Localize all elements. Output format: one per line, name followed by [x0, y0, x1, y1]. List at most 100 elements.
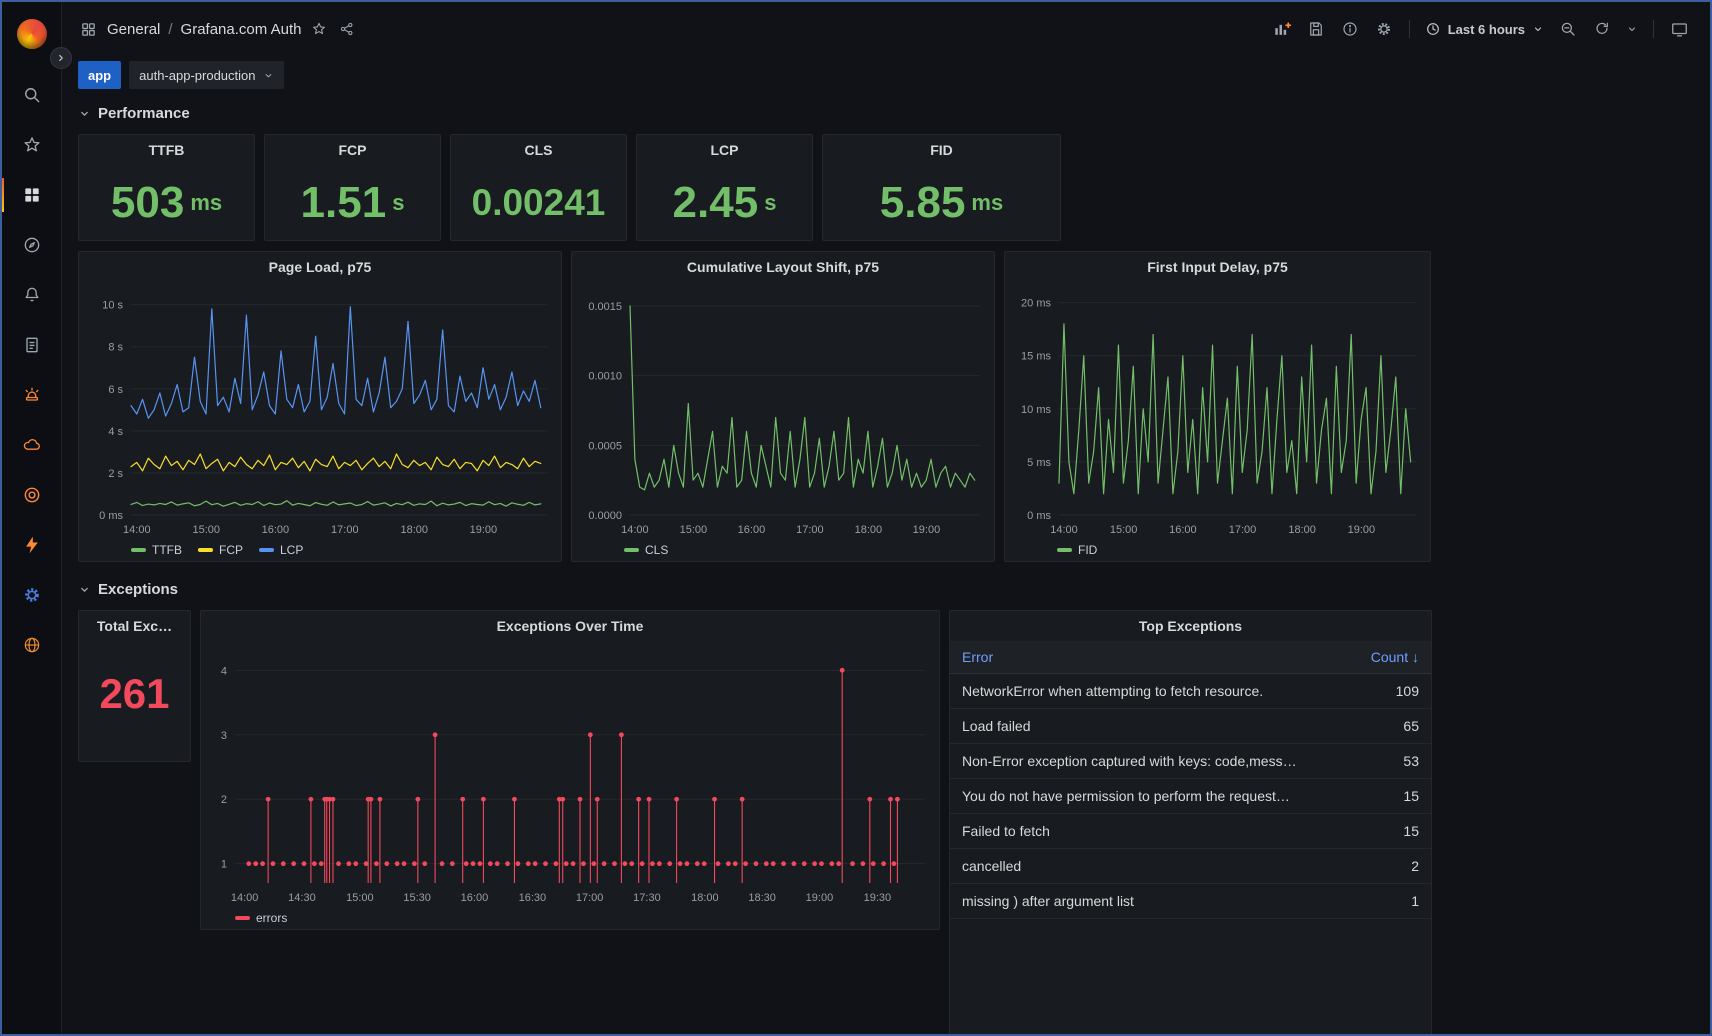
sidebar-item-starred[interactable]	[2, 120, 61, 170]
sidebar-item-document[interactable]	[2, 320, 61, 370]
tv-mode-button[interactable]	[1664, 14, 1694, 44]
chart-legend: FID	[1005, 539, 1430, 561]
add-panel-button[interactable]	[1267, 14, 1297, 44]
count-cell: 53	[1345, 743, 1431, 779]
target-icon	[22, 485, 42, 505]
svg-text:14:00: 14:00	[123, 524, 151, 536]
save-dashboard-button[interactable]	[1301, 14, 1331, 44]
panel-cls: Cumulative Layout Shift, p75 0.0000 0.000…	[571, 251, 995, 562]
globe-icon	[22, 635, 42, 655]
panel-title[interactable]: TTFB	[148, 142, 185, 158]
variable-value: auth-app-production	[139, 67, 256, 83]
dashboards-grid-icon	[22, 185, 42, 205]
table-row: cancelled 2	[950, 848, 1431, 884]
panel-title[interactable]: FCP	[338, 142, 367, 158]
sidebar-expand-button[interactable]	[50, 47, 72, 69]
panel-top-exceptions: Top Exceptions Error Count ↓ NetworkErro…	[949, 610, 1432, 1034]
error-cell: missing ) after argument list	[950, 883, 1345, 919]
svg-text:18:00: 18:00	[1288, 524, 1316, 536]
panel-total-exceptions: Total Exc… 261	[78, 610, 191, 762]
panel-title[interactable]: LCP	[710, 142, 739, 158]
page-title[interactable]: Grafana.com Auth	[180, 20, 302, 38]
panel-title[interactable]: Cumulative Layout Shift, p75	[686, 259, 880, 275]
section-performance-label: Performance	[98, 104, 190, 122]
stat-unit: ms	[190, 189, 223, 215]
error-cell: You do not have permission to perform th…	[950, 778, 1345, 814]
sidebar-item-performance[interactable]	[2, 520, 61, 570]
section-performance[interactable]: Performance	[78, 100, 1432, 126]
section-exceptions[interactable]: Exceptions	[78, 576, 1432, 602]
svg-text:15:30: 15:30	[403, 892, 431, 904]
panel-title[interactable]: FID	[930, 142, 953, 158]
legend-item[interactable]: TTFB	[131, 543, 182, 557]
panel-exceptions-over-time: Exceptions Over Time 1 2 3 4 14:00 14:30 15:00…	[200, 610, 940, 930]
panel-title[interactable]: Total Exc…	[96, 618, 173, 634]
share-icon[interactable]	[337, 19, 357, 39]
panel-title[interactable]: First Input Delay, p75	[1147, 259, 1288, 275]
svg-text:0.0010: 0.0010	[588, 371, 622, 383]
svg-text:20 ms: 20 ms	[1021, 298, 1051, 310]
column-header-count[interactable]: Count ↓	[1345, 641, 1431, 674]
refresh-button[interactable]	[1587, 14, 1617, 44]
dashboard-settings-button[interactable]	[1369, 14, 1399, 44]
count-cell: 1	[1345, 883, 1431, 919]
sidebar-item-ml[interactable]	[2, 420, 61, 470]
stat-panel-ttfb: TTFB 503 ms	[78, 134, 255, 241]
stat-panel-fcp: FCP 1.51 s	[264, 134, 441, 241]
svg-text:15:00: 15:00	[193, 524, 221, 536]
variable-value-dropdown[interactable]: auth-app-production	[129, 61, 285, 89]
svg-text:14:00: 14:00	[1050, 524, 1078, 536]
favorite-star-icon[interactable]	[309, 19, 329, 39]
sidebar-item-alerting[interactable]	[2, 270, 61, 320]
legend-item[interactable]: FCP	[198, 543, 243, 557]
stat-unit: ms	[971, 189, 1004, 215]
table-row: You do not have permission to perform th…	[950, 778, 1431, 814]
legend-item[interactable]: FID	[1057, 543, 1097, 557]
zoom-out-button[interactable]	[1553, 14, 1583, 44]
search-icon	[22, 85, 42, 105]
sidebar-item-slo[interactable]	[2, 470, 61, 520]
sidebar-item-incident[interactable]	[2, 370, 61, 420]
column-header-error[interactable]: Error	[950, 641, 1345, 674]
legend-item[interactable]: LCP	[259, 543, 303, 557]
panel-title[interactable]: CLS	[524, 142, 553, 158]
page-header: General / Grafana.com Auth	[62, 2, 1710, 56]
legend-label: CLS	[645, 543, 669, 557]
legend-swatch	[1057, 548, 1072, 552]
svg-text:18:00: 18:00	[855, 524, 883, 536]
dashboard-insights-button[interactable]	[1335, 14, 1365, 44]
variable-label: app	[78, 61, 122, 89]
legend-item[interactable]: errors	[235, 911, 287, 925]
grafana-logo[interactable]	[12, 12, 52, 56]
sidebar-item-kubernetes[interactable]	[2, 570, 61, 620]
table-row: NetworkError when attempting to fetch re…	[950, 673, 1431, 709]
svg-text:15 ms: 15 ms	[1021, 351, 1051, 363]
table-row: Failed to fetch 15	[950, 813, 1431, 849]
sidebar-item-search[interactable]	[2, 70, 61, 120]
sidebar-item-explore[interactable]	[2, 220, 61, 270]
stat-value: 503	[110, 177, 185, 227]
panel-title[interactable]: Top Exceptions	[1138, 618, 1243, 634]
breadcrumb-section[interactable]: General	[107, 20, 161, 38]
sidebar-item-web-monitoring[interactable]	[2, 620, 61, 670]
svg-text:10 s: 10 s	[102, 300, 123, 312]
sidebar-item-dashboards[interactable]	[2, 170, 61, 220]
panel-page-load: Page Load, p75 0 ms 2 s 4 s 6 s 8 s 10 s 14:00…	[78, 251, 562, 562]
time-range-picker[interactable]: Last 6 hours	[1420, 14, 1549, 44]
panel-title[interactable]: Exceptions Over Time	[496, 618, 644, 634]
error-cell: Non-Error exception captured with keys: …	[950, 743, 1345, 779]
dashboard-toolbar: Last 6 hours	[1267, 14, 1694, 44]
collapse-chevron-icon	[78, 107, 91, 120]
svg-text:17:00: 17:00	[576, 892, 604, 904]
panel-title[interactable]: Page Load, p75	[268, 259, 372, 275]
legend-swatch	[131, 548, 146, 552]
refresh-interval-dropdown[interactable]	[1621, 14, 1643, 44]
legend-item[interactable]: CLS	[624, 543, 668, 557]
main-area: General / Grafana.com Auth	[62, 2, 1710, 1034]
chart-legend: CLS	[572, 539, 994, 561]
stat-value: 1.51	[300, 177, 387, 227]
siren-icon	[22, 385, 42, 405]
compass-icon	[22, 235, 42, 255]
svg-text:14:00: 14:00	[231, 892, 259, 904]
